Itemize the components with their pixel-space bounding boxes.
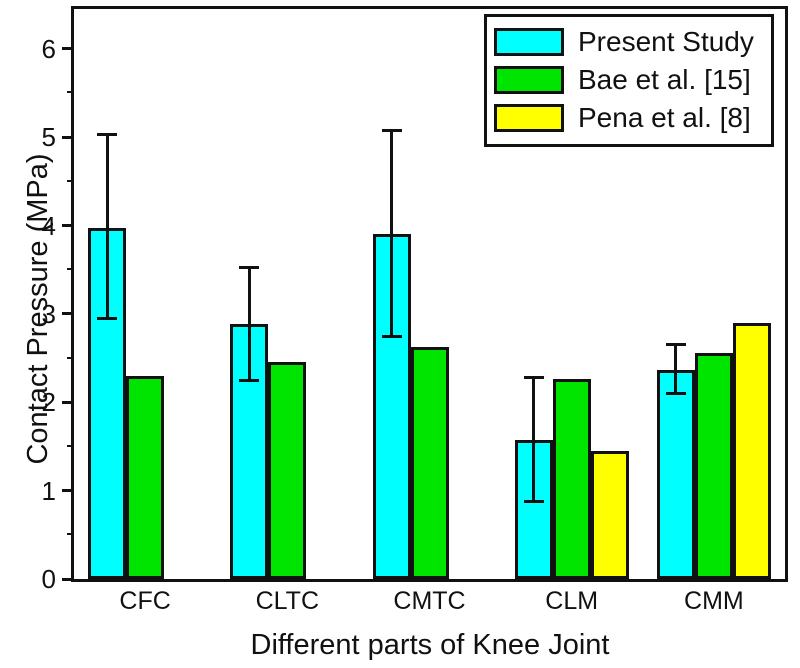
x-axis-title: Different parts of Knee Joint — [250, 629, 610, 661]
error-bar — [247, 267, 251, 381]
y-tick-label: 3 — [41, 298, 56, 329]
error-bar-cap — [239, 266, 260, 270]
error-bar — [674, 344, 678, 394]
x-category-label-clm: CLM — [545, 587, 599, 615]
error-bar — [532, 377, 536, 502]
error-bar-cap — [665, 343, 686, 347]
x-category-label-cmtc: CMTC — [393, 587, 466, 615]
y-minor-tick — [67, 533, 74, 536]
error-bar-cap — [665, 391, 686, 395]
y-tick-label: 2 — [41, 387, 56, 418]
bar-clm-series1 — [552, 379, 591, 579]
bar-cltc-series1 — [268, 362, 307, 579]
y-major-tick — [62, 577, 74, 581]
y-tick-label: 6 — [41, 33, 56, 64]
bar-cltc-series0 — [230, 323, 269, 579]
error-bar-cap — [523, 499, 544, 503]
y-major-tick — [62, 135, 74, 139]
y-tick-label: 0 — [41, 564, 56, 594]
bar-cmm-series2 — [732, 322, 771, 579]
bar-cfc-series1 — [126, 375, 165, 579]
y-tick-label: 4 — [41, 210, 56, 241]
y-tick-label: 5 — [41, 122, 56, 153]
error-bar — [105, 134, 109, 319]
y-major-tick — [62, 400, 74, 404]
bar-clm-series2 — [590, 450, 629, 579]
x-category-label-cmm: CMM — [684, 587, 744, 615]
legend-label-present-study: Present Study — [578, 26, 754, 57]
bar-cmm-series0 — [656, 369, 695, 579]
error-bar-cap — [381, 129, 402, 133]
legend-swatch-bae — [494, 66, 564, 94]
legend-swatch-present-study — [494, 28, 564, 56]
y-minor-tick — [67, 179, 74, 182]
error-bar — [390, 130, 393, 337]
y-major-tick — [62, 224, 74, 227]
error-bar-cap — [523, 376, 544, 379]
error-bar-cap — [97, 132, 118, 136]
legend-row: Pena et al. [8] — [494, 99, 771, 137]
x-category-label-cltc: CLTC — [255, 587, 320, 615]
legend-row: Present Study — [494, 23, 771, 61]
y-minor-tick — [67, 356, 74, 359]
bar-cmm-series1 — [694, 352, 733, 579]
legend-label-bae: Bae et al. [15] — [578, 64, 751, 95]
y-major-tick — [62, 47, 74, 51]
y-tick-label: 1 — [41, 475, 56, 506]
y-major-tick — [62, 312, 74, 316]
legend: Present Study Bae et al. [15] Pena et al… — [484, 14, 774, 147]
error-bar-cap — [239, 378, 260, 382]
y-minor-tick — [67, 91, 74, 94]
y-major-tick — [62, 489, 74, 493]
legend-row: Bae et al. [15] — [494, 61, 771, 99]
x-category-label-cfc: CFC — [119, 587, 171, 615]
legend-label-pena: Pena et al. [8] — [578, 102, 751, 133]
error-bar-cap — [97, 316, 118, 320]
y-minor-tick — [67, 268, 74, 271]
bar-cmtc-series1 — [410, 347, 449, 579]
error-bar-cap — [381, 335, 402, 339]
y-minor-tick — [67, 444, 74, 447]
legend-swatch-pena — [494, 104, 564, 132]
